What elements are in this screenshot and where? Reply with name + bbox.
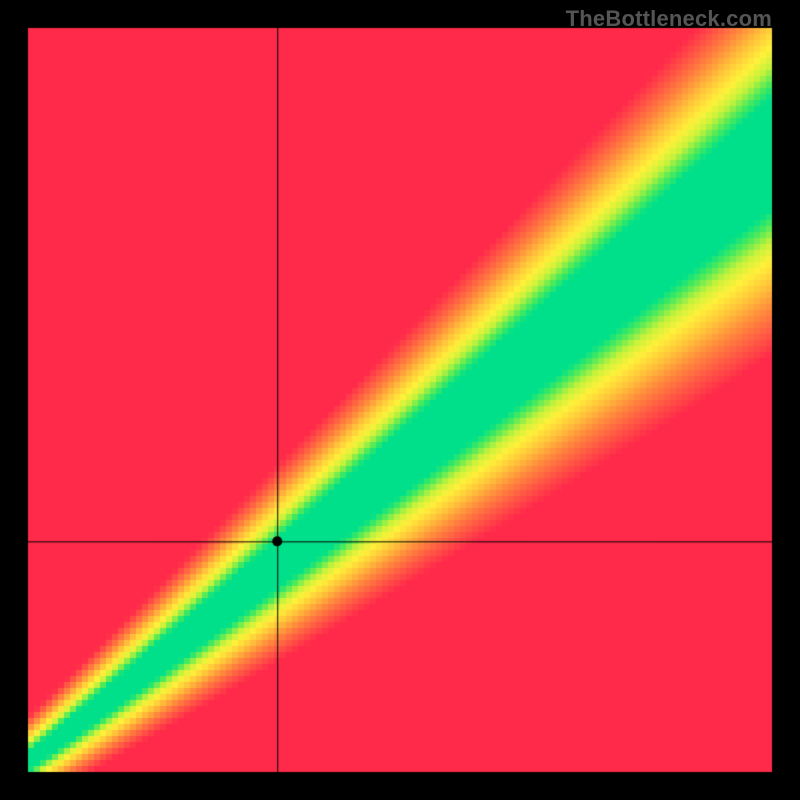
bottleneck-heatmap (0, 0, 800, 800)
watermark-text: TheBottleneck.com (566, 6, 772, 32)
chart-container: TheBottleneck.com (0, 0, 800, 800)
